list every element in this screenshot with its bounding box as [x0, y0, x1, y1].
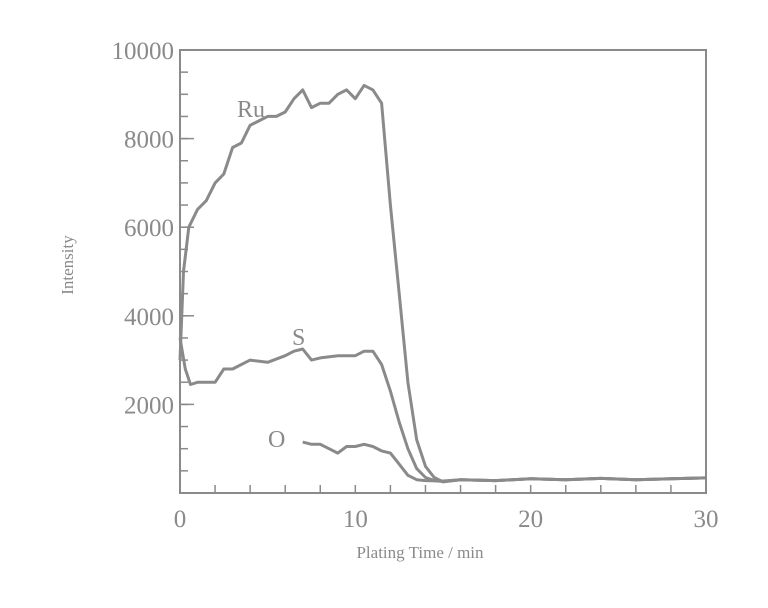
axis-ticks: 0 10 20 30 2000 4000 6000 8000 10000 [112, 38, 719, 533]
x-tick-label: 30 [694, 506, 719, 533]
y-tick-label: 2000 [124, 392, 174, 419]
x-axis-title: Plating Time / min [356, 543, 484, 562]
x-tick-label: 10 [343, 506, 368, 533]
y-axis-title: Intensity [58, 235, 77, 295]
y-tick-label: 8000 [124, 127, 174, 154]
series-line-s [178, 337, 707, 483]
series-label-o: O [268, 427, 285, 453]
series-label-ru: Ru [237, 97, 265, 123]
series-line-ru [178, 83, 707, 484]
series-label-s: S [292, 325, 305, 351]
y-tick-label: 10000 [112, 38, 175, 65]
x-tick-label: 20 [518, 506, 543, 533]
y-tick-label: 4000 [124, 304, 174, 331]
series-labels: Ru S O [237, 97, 305, 453]
series-lines [178, 83, 707, 484]
series-line-o [302, 440, 707, 483]
y-tick-label: 6000 [124, 215, 174, 242]
x-tick-label: 0 [174, 506, 187, 533]
